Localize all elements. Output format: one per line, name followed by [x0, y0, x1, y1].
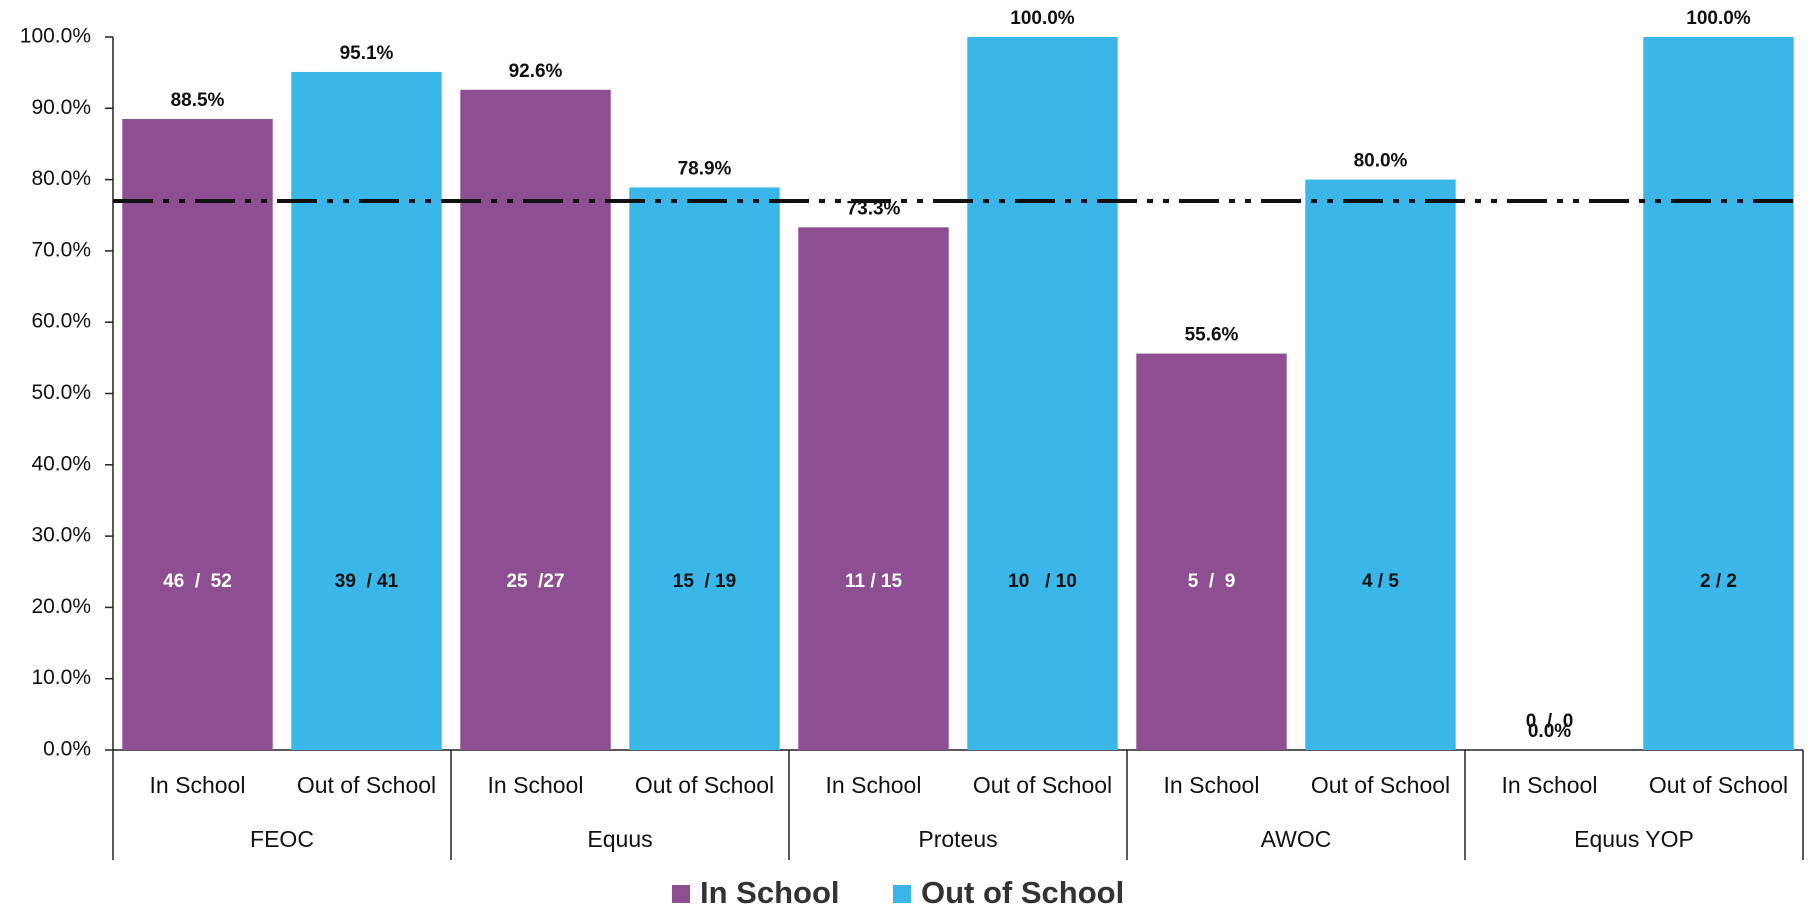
y-tick-label: 60.0%	[31, 310, 91, 333]
value-label: 80.0%	[1354, 151, 1408, 172]
value-label: 100.0%	[1010, 8, 1075, 29]
count-label: 25 /27	[506, 571, 564, 592]
count-label: 10 / 10	[1008, 571, 1077, 592]
count-label: 39 / 41	[335, 571, 399, 592]
legend-label: Out of School	[921, 875, 1124, 910]
bar	[967, 37, 1118, 750]
legend-swatch	[672, 885, 690, 903]
bar	[798, 227, 949, 751]
series-tick-label: Out of School	[1311, 772, 1450, 798]
count-label: 0 / 0	[1526, 711, 1574, 732]
count-label: 2 / 2	[1700, 571, 1737, 592]
value-label: 0.0%	[1528, 721, 1571, 742]
value-label: 55.6%	[1185, 325, 1239, 346]
category-label: FEOC	[250, 826, 314, 852]
y-tick-label: 0.0%	[43, 738, 91, 761]
y-tick-label: 40.0%	[31, 452, 91, 475]
count-label: 5 / 9	[1188, 571, 1236, 592]
series-tick-label: In School	[488, 772, 584, 798]
bar	[1136, 353, 1287, 750]
bar	[629, 187, 780, 750]
series-tick-label: In School	[826, 772, 922, 798]
category-label: AWOC	[1261, 826, 1332, 852]
value-label: 78.9%	[678, 158, 732, 179]
legend-swatch	[893, 885, 911, 903]
count-label: 11 / 15	[845, 571, 902, 592]
y-tick-label: 100.0%	[20, 25, 91, 48]
y-tick-label: 30.0%	[31, 524, 91, 547]
y-tick-label: 70.0%	[31, 238, 91, 261]
bar	[1305, 179, 1456, 751]
bar	[291, 71, 442, 750]
y-tick-label: 20.0%	[31, 595, 91, 618]
bar	[460, 89, 611, 750]
series-tick-label: Out of School	[297, 772, 436, 798]
count-label: 46 / 52	[163, 571, 232, 592]
value-label: 73.3%	[847, 198, 901, 219]
category-label: Proteus	[918, 826, 997, 852]
series-tick-label: Out of School	[973, 772, 1112, 798]
legend-label: In School	[700, 875, 840, 910]
series-tick-label: In School	[150, 772, 246, 798]
bar	[122, 118, 273, 751]
category-label: Equus YOP	[1574, 826, 1694, 852]
count-label: 4 / 5	[1362, 571, 1399, 592]
y-tick-label: 10.0%	[31, 666, 91, 689]
value-label: 92.6%	[509, 61, 563, 82]
y-tick-label: 90.0%	[31, 96, 91, 119]
y-tick-label: 50.0%	[31, 381, 91, 404]
bar	[1643, 37, 1794, 750]
count-label: 15 / 19	[673, 571, 736, 592]
category-label: Equus	[587, 826, 652, 852]
series-tick-label: In School	[1502, 772, 1598, 798]
value-label: 100.0%	[1686, 8, 1751, 29]
value-label: 95.1%	[340, 43, 394, 64]
y-tick-label: 80.0%	[31, 167, 91, 190]
series-tick-label: Out of School	[635, 772, 774, 798]
series-tick-label: In School	[1164, 772, 1260, 798]
series-tick-label: Out of School	[1649, 772, 1788, 798]
value-label: 88.5%	[171, 90, 225, 111]
